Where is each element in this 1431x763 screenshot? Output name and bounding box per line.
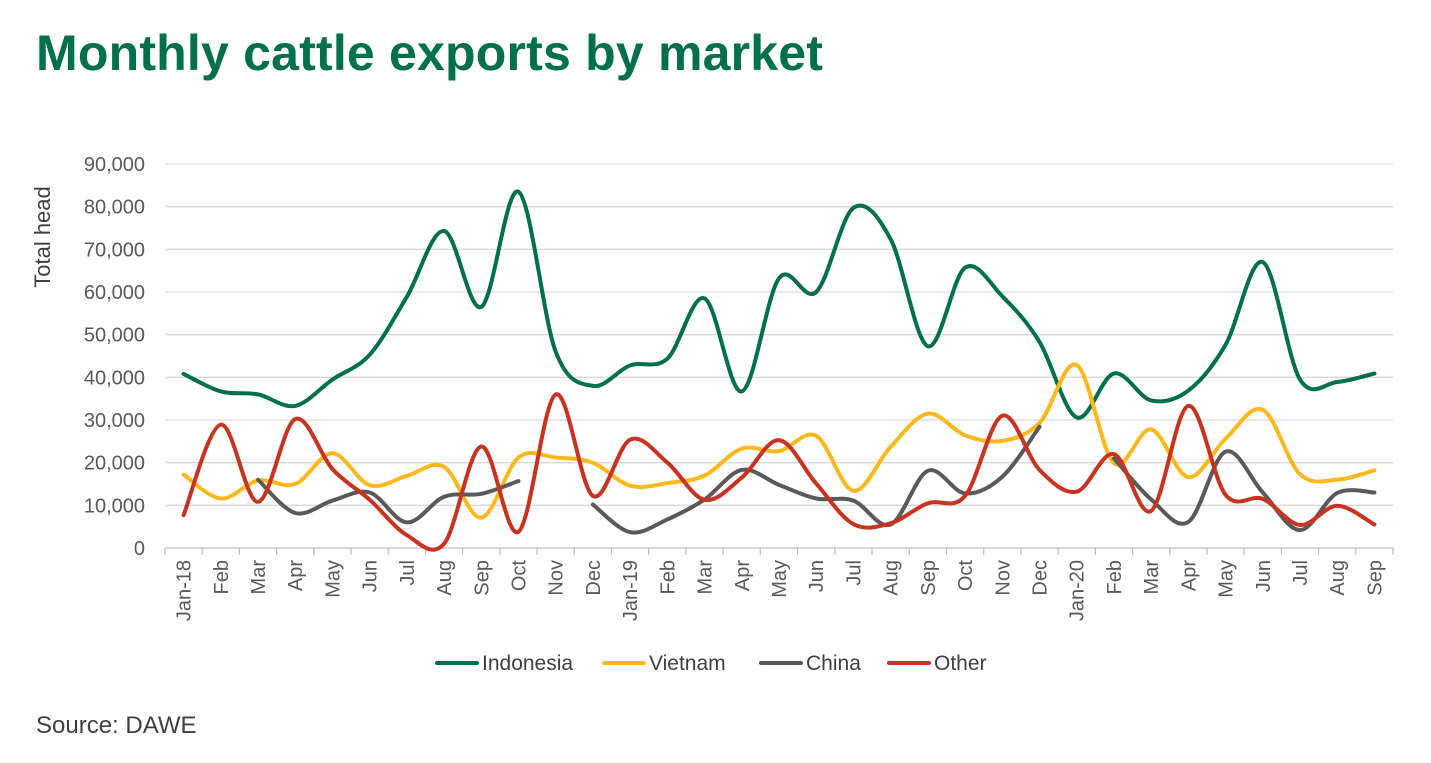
x-tick-label: May bbox=[769, 560, 791, 598]
x-tick-label: Feb bbox=[1104, 560, 1126, 594]
x-tick-label: Jun bbox=[806, 560, 828, 592]
x-tick-label: Jan-19 bbox=[620, 560, 642, 621]
axes: 0 10,000 20,000 30,000 40,000 50,000 60,000 70,… bbox=[30, 154, 1394, 621]
x-tick-label: Mar bbox=[1141, 560, 1163, 595]
y-axis-title: Total head bbox=[30, 186, 55, 288]
x-tick-label: Sep bbox=[918, 560, 940, 596]
x-tick-label: Feb bbox=[211, 560, 233, 594]
x-tick-label: Aug bbox=[1327, 560, 1349, 596]
y-tick-label: 10,000 bbox=[84, 495, 145, 517]
y-tick-label: 50,000 bbox=[84, 325, 145, 347]
x-tick-label: May bbox=[322, 560, 344, 598]
legend-label-china: China bbox=[806, 652, 861, 675]
y-tick-label: 0 bbox=[134, 538, 145, 560]
legend: Indonesia Vietnam China Other bbox=[435, 652, 987, 675]
source-note: Source: DAWE bbox=[36, 712, 197, 739]
gridlines bbox=[165, 163, 1393, 506]
y-tick-label: 70,000 bbox=[84, 239, 145, 261]
legend-label-indonesia: Indonesia bbox=[482, 652, 573, 675]
legend-label-other: Other bbox=[934, 652, 987, 675]
legend-label-vietnam: Vietnam bbox=[649, 652, 726, 675]
y-tick-label: 80,000 bbox=[84, 197, 145, 219]
x-tick-label: Jul bbox=[1290, 560, 1312, 586]
x-tick-label: May bbox=[1216, 560, 1238, 598]
x-tick-label: Sep bbox=[471, 560, 493, 596]
x-tick-label: Dec bbox=[1029, 560, 1051, 596]
x-tick-label: Nov bbox=[546, 560, 568, 596]
x-tick-label: Jan-18 bbox=[174, 560, 196, 621]
x-tick-label: Aug bbox=[881, 560, 903, 596]
series-line-indonesia bbox=[181, 189, 1377, 420]
x-tick-label: Jun bbox=[1253, 560, 1275, 592]
x-tick-label: Sep bbox=[1364, 560, 1386, 596]
y-tick-label: 30,000 bbox=[84, 410, 145, 432]
x-tick-label: Aug bbox=[434, 560, 456, 596]
series-line-other bbox=[181, 392, 1377, 552]
x-tick-label: Jul bbox=[843, 560, 865, 586]
x-tick-label: Feb bbox=[657, 560, 679, 594]
y-tick-label: 60,000 bbox=[84, 282, 145, 304]
x-tick-label: Dec bbox=[583, 560, 605, 596]
x-tick-label: Mar bbox=[248, 560, 270, 595]
x-tick-label: Apr bbox=[732, 560, 754, 591]
x-tick-label: Apr bbox=[285, 560, 307, 591]
x-tick-label: Oct bbox=[955, 560, 977, 592]
series-lines bbox=[181, 189, 1377, 552]
x-tick-label: Apr bbox=[1178, 560, 1200, 591]
x-tick-label: Mar bbox=[695, 560, 717, 595]
x-tick-label: Jun bbox=[360, 560, 382, 592]
y-tick-label: 90,000 bbox=[84, 154, 145, 176]
chart-title: Monthly cattle exports by market bbox=[36, 25, 824, 81]
series-line-vietnam bbox=[181, 362, 1377, 520]
x-tick-label: Jul bbox=[397, 560, 419, 586]
x-tick-label: Nov bbox=[992, 560, 1014, 596]
y-tick-label: 20,000 bbox=[84, 453, 145, 475]
y-tick-label: 40,000 bbox=[84, 367, 145, 389]
x-tick-label: Jan-20 bbox=[1067, 560, 1089, 621]
x-tick-label: Oct bbox=[509, 560, 531, 592]
